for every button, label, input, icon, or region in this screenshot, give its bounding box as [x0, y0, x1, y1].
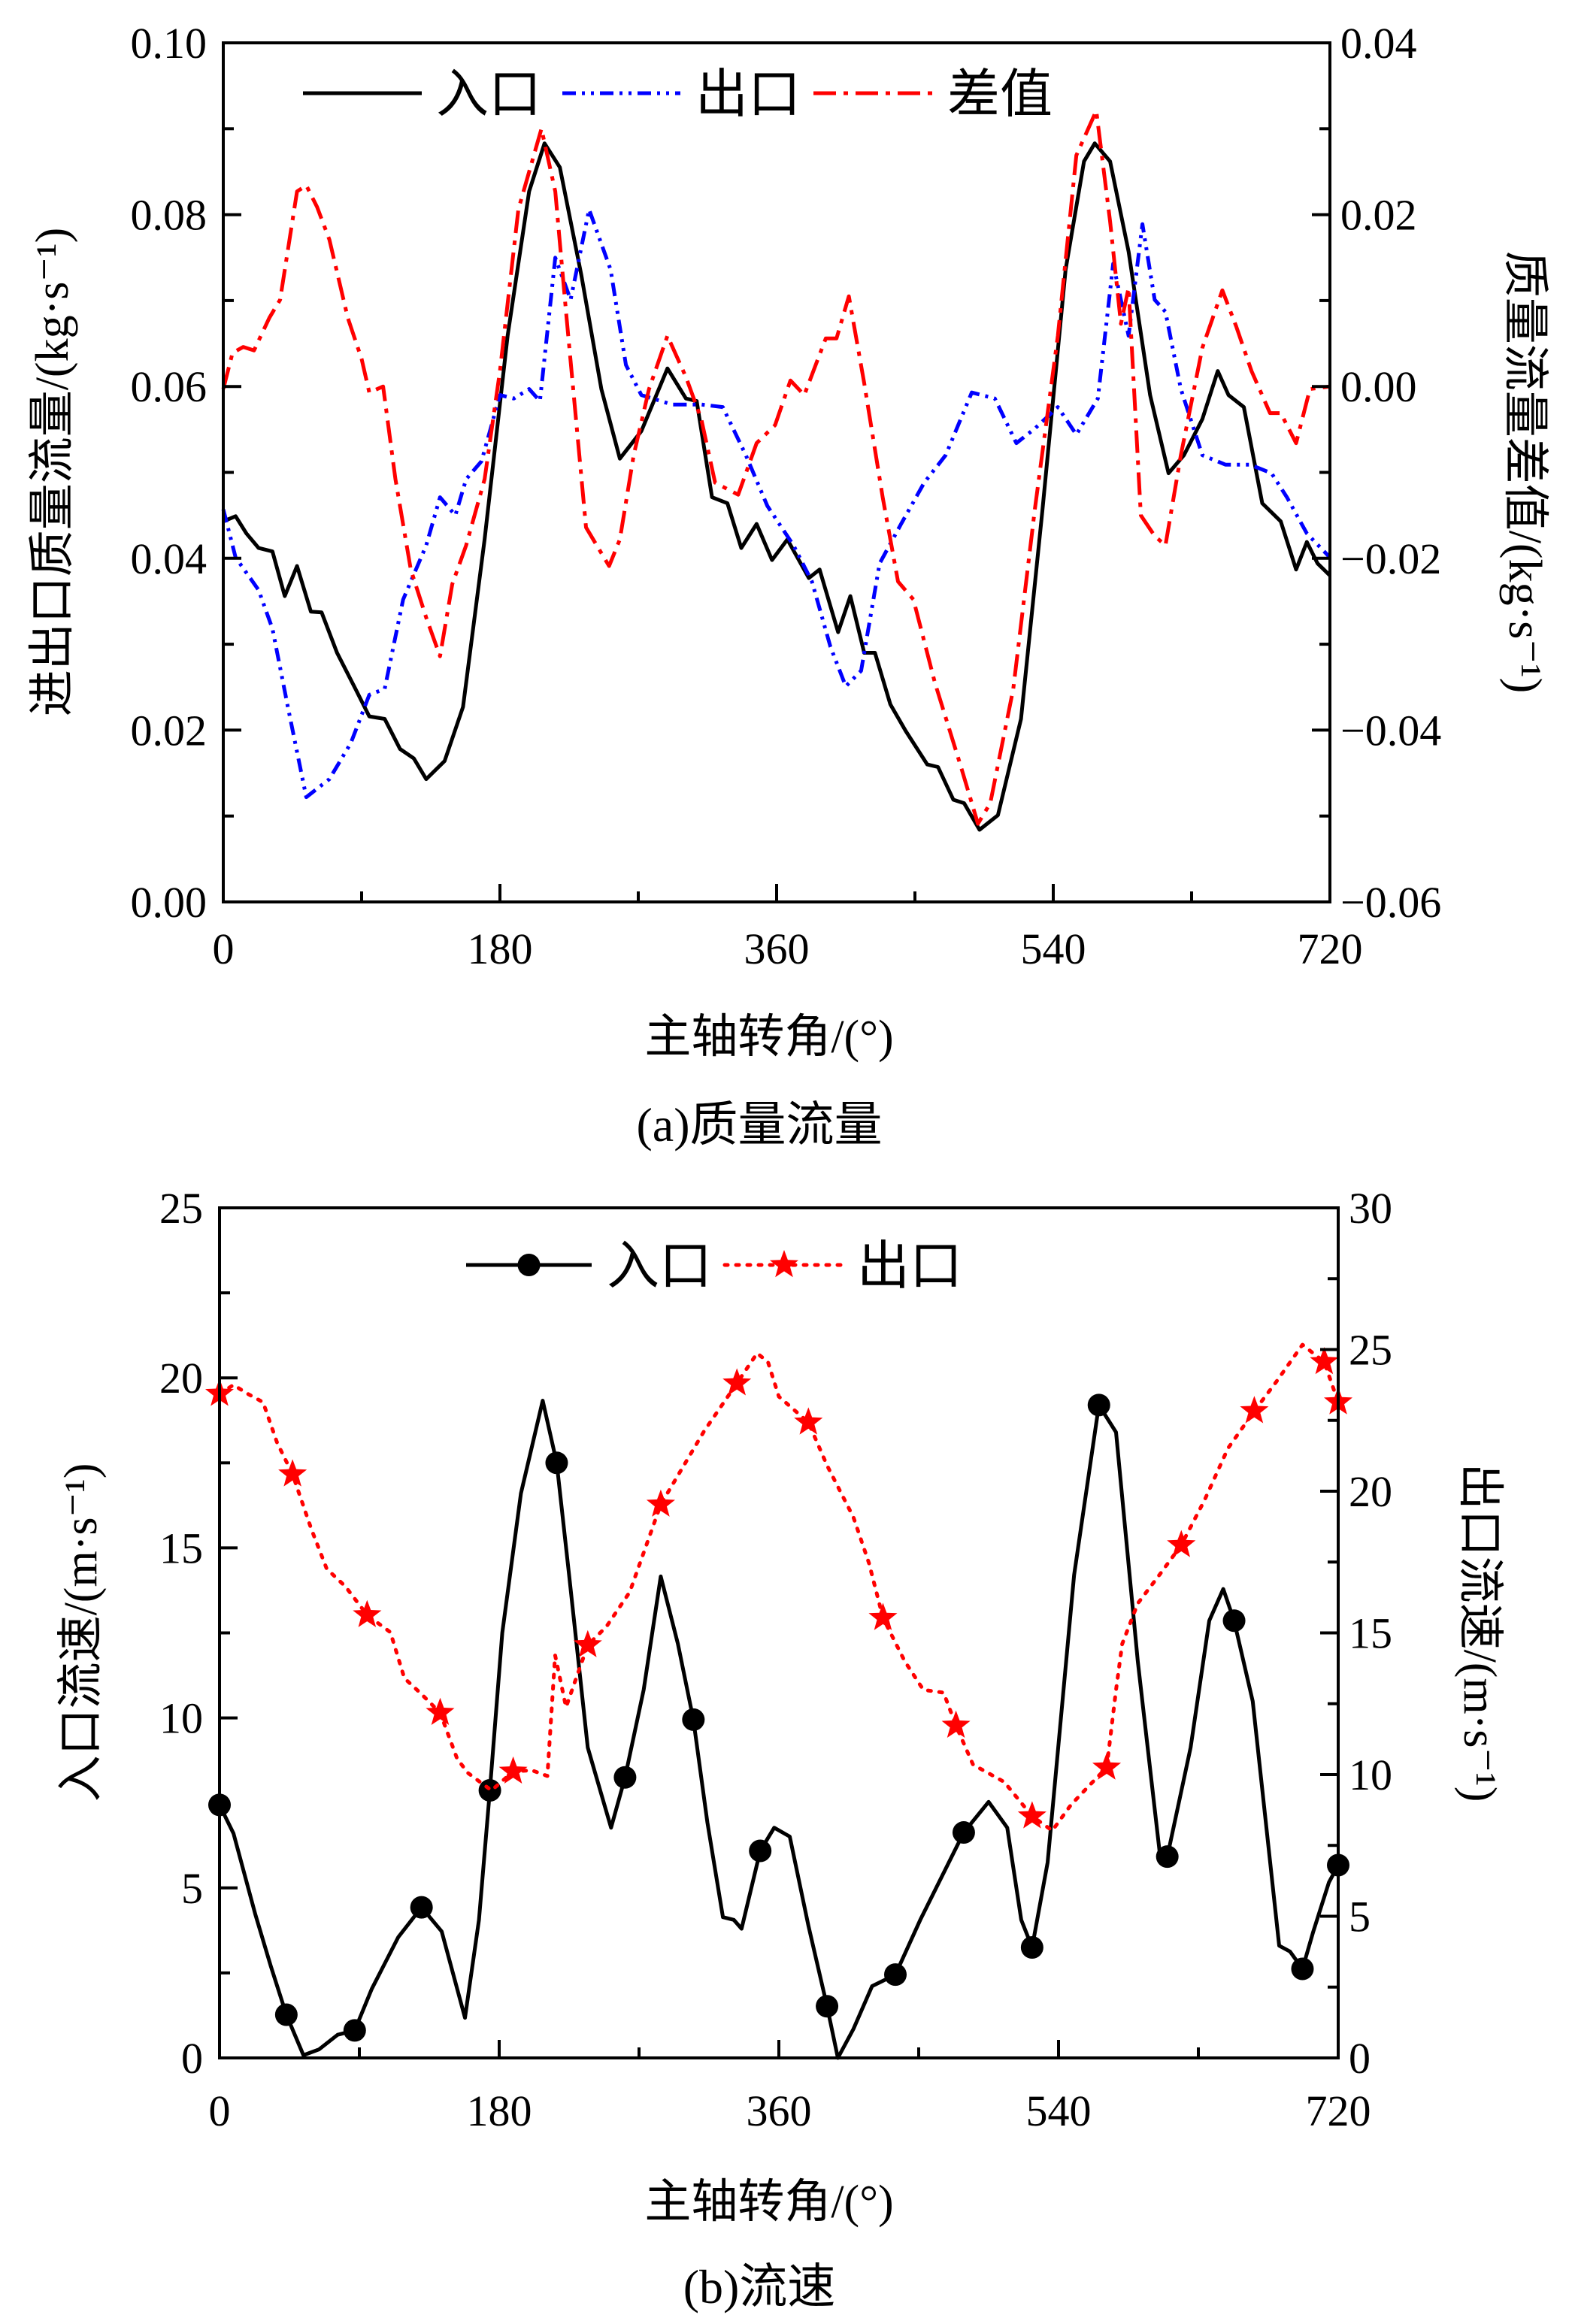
y2-tick-label: 0.02	[1340, 191, 1417, 240]
legend-label: 入口	[607, 1238, 712, 1296]
x-tick-label: 360	[744, 924, 810, 973]
data-point-circle	[613, 1766, 637, 1789]
data-point-circle	[1291, 1957, 1314, 1981]
y-tick-label: 15	[159, 1524, 203, 1572]
y2-tick-label: 0.04	[1340, 19, 1417, 68]
y-tick-label: 0.08	[131, 191, 207, 240]
y2-tick-label: 0	[1349, 2034, 1371, 2083]
data-point-circle	[1156, 1845, 1179, 1869]
legend: 入口 出口	[466, 1238, 962, 1296]
x-axis-label: 主轴转角/(°)	[644, 2177, 893, 2228]
x-tick-label: 360	[747, 2086, 812, 2135]
y2-tick-label: 20	[1349, 1467, 1392, 1516]
legend: 入口 出口 差值	[303, 66, 1053, 124]
data-point-circle	[410, 1896, 433, 1919]
y2-axis-label: 出口流速/(m·s⁻¹)	[1454, 1463, 1505, 1802]
legend-label: 出口	[857, 1238, 962, 1296]
chart-flow-velocity: 主轴转角/(°) (b)流速 入口流速/(m·s⁻¹) 出口流速/(m·s⁻¹)…	[56, 1184, 1505, 2313]
y-tick-label: 10	[159, 1694, 203, 1743]
data-point-star	[1310, 1347, 1339, 1375]
y2-tick-label: 5	[1349, 1893, 1371, 1941]
data-point-circle	[545, 1451, 568, 1475]
data-point-star	[794, 1407, 823, 1435]
y-tick-label: 25	[159, 1184, 203, 1233]
x-tick-label: 540	[1021, 924, 1086, 973]
legend-marker-circle	[517, 1254, 541, 1276]
data-point-circle	[884, 1963, 907, 1987]
data-point-star	[722, 1368, 752, 1396]
legend-label: 出口	[695, 66, 801, 124]
data-point-star	[278, 1459, 307, 1487]
data-point-star	[498, 1756, 528, 1784]
data-point-star	[1017, 1801, 1047, 1829]
data-point-circle	[478, 1778, 501, 1802]
data-point-circle	[952, 1821, 975, 1844]
series-line-mass-1	[221, 207, 1331, 800]
y-tick-label: 0.00	[131, 878, 207, 927]
series-line-velocity-1	[217, 1342, 1340, 1833]
y2-tick-label: 25	[1349, 1326, 1392, 1375]
y2-tick-label: 0.00	[1340, 362, 1417, 411]
data-point-circle	[1222, 1609, 1246, 1633]
y2-tick-label: −0.04	[1340, 706, 1441, 755]
legend-marker-star	[770, 1250, 798, 1278]
data-point-circle	[816, 1995, 839, 2018]
series-line-mass-0	[223, 141, 1331, 832]
x-tick-label: 540	[1026, 2086, 1092, 2135]
y-tick-label: 5	[181, 1864, 203, 1913]
x-tick-label: 0	[209, 2086, 231, 2135]
data-point-circle	[1087, 1393, 1110, 1417]
y-tick-label: 0.10	[131, 19, 207, 68]
y-axis-label: 入口流速/(m·s⁻¹)	[56, 1463, 107, 1802]
y-axis-label: 进出口质量流量/(kg·s⁻¹)	[27, 228, 78, 717]
data-point-star	[1167, 1530, 1196, 1557]
y-tick-label: 20	[159, 1354, 203, 1403]
y-tick-label: 0.04	[131, 534, 207, 583]
data-point-circle	[1020, 1935, 1043, 1959]
data-point-star	[353, 1599, 382, 1627]
data-point-star	[941, 1710, 971, 1738]
legend-label: 入口	[436, 66, 541, 124]
y2-axis-label: 质量流量差值/(kg·s⁻¹)	[1499, 251, 1550, 694]
series-line-mass-2	[221, 108, 1331, 826]
x-tick-label: 720	[1306, 2086, 1371, 2135]
y-tick-label: 0	[181, 2034, 203, 2083]
data-point-star	[868, 1602, 898, 1630]
x-axis-label: 主轴转角/(°)	[644, 1012, 893, 1063]
data-point-star	[646, 1489, 675, 1517]
y-tick-label: 0.02	[131, 706, 207, 755]
y2-tick-label: 15	[1349, 1609, 1392, 1658]
data-point-circle	[749, 1839, 772, 1863]
chart-mass-flow: 主轴转角/(°) (a)质量流量 进出口质量流量/(kg·s⁻¹) 质量流量差值…	[27, 19, 1550, 1151]
data-point-circle	[682, 1708, 705, 1731]
plot-frame	[218, 1206, 1340, 2059]
data-point-star	[1092, 1752, 1122, 1780]
y2-tick-label: 30	[1349, 1184, 1392, 1233]
legend-label: 差值	[947, 66, 1053, 124]
chart-caption: (b)流速	[683, 2260, 836, 2313]
data-point-star	[1240, 1396, 1269, 1424]
chart-caption: (a)质量流量	[636, 1098, 882, 1151]
x-tick-label: 180	[467, 2086, 532, 2135]
y2-tick-label: 10	[1349, 1751, 1392, 1799]
data-point-star	[426, 1697, 455, 1725]
data-point-circle	[274, 2003, 298, 2026]
x-tick-label: 720	[1298, 924, 1363, 973]
x-tick-label: 0	[213, 924, 235, 973]
y-tick-label: 0.06	[131, 362, 207, 411]
data-point-circle	[343, 2019, 366, 2042]
plot-frame	[222, 41, 1331, 903]
x-tick-label: 180	[468, 924, 533, 973]
y2-tick-label: −0.02	[1340, 534, 1441, 583]
y2-tick-label: −0.06	[1340, 878, 1441, 927]
data-point-star	[573, 1630, 602, 1657]
series-line-velocity-0	[217, 1399, 1340, 2060]
